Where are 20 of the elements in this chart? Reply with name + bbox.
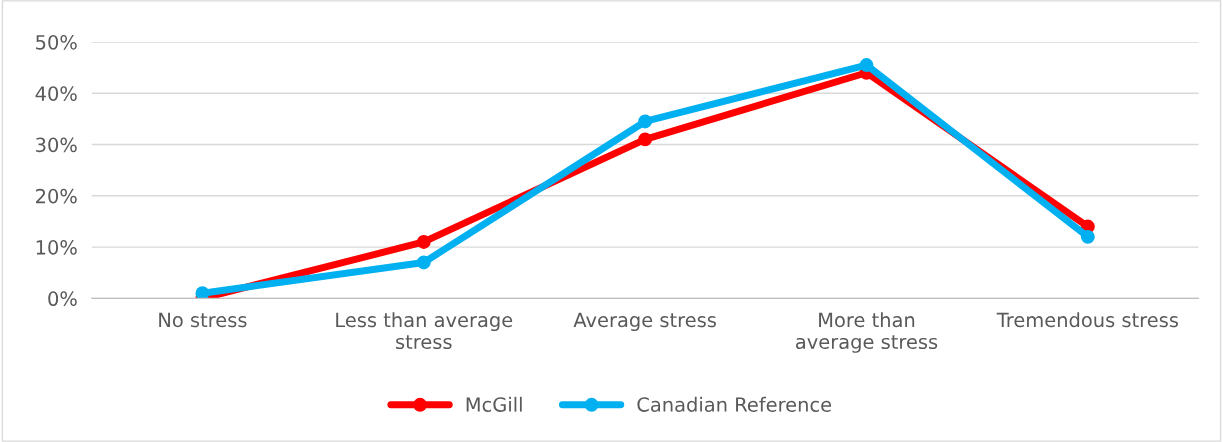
y-tick-label: 0% xyxy=(48,291,77,307)
point xyxy=(416,255,431,270)
y-tick-label: 20% xyxy=(36,188,77,204)
x-tick-label: More than average stress xyxy=(796,312,938,353)
x-tick-label: No stress xyxy=(159,312,247,328)
x-tick-label: Less than average stress xyxy=(336,312,513,350)
y-tick-label: 40% xyxy=(35,86,77,101)
x-tick-label: Tremendous stress xyxy=(996,312,1178,328)
y-tick-label: 30% xyxy=(36,137,77,153)
point xyxy=(416,235,431,249)
legend-label: Canadian Reference xyxy=(637,396,832,412)
legend-label: McGill xyxy=(466,396,522,412)
y-tick-label: 50% xyxy=(36,34,77,50)
point xyxy=(859,58,874,73)
point xyxy=(638,132,653,147)
point xyxy=(1080,229,1095,244)
point xyxy=(195,286,210,299)
x-tick-label: Average stress xyxy=(573,312,716,332)
point xyxy=(638,114,653,129)
y-tick-label: 10% xyxy=(36,240,77,255)
